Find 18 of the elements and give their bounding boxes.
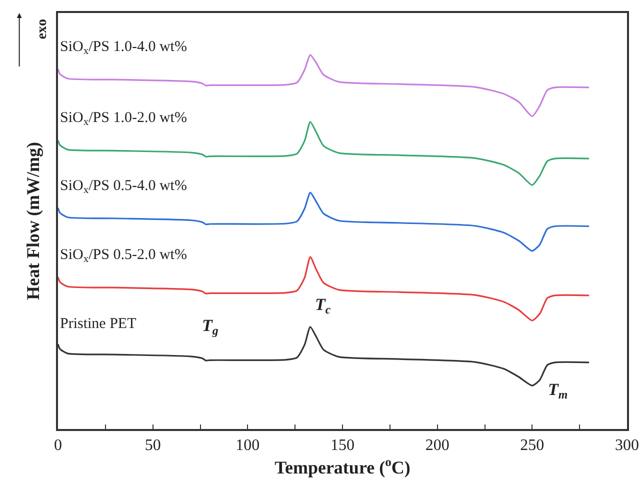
x-tick-label: 50 [144,436,161,454]
series-label: SiO$_{x}$/PS 0.5-2.0 wt% [60,247,187,266]
annotation: T$_{g}$ [202,316,218,338]
text: exo [34,19,50,40]
x-tick-label: 100 [236,436,260,454]
x-axis-title: Temperature ($^{o}$C) [274,454,410,478]
x-tick-label: 200 [425,436,450,454]
annotation: T$_{c}$ [315,295,332,317]
y-axis-title: Heat Flow (mW/mg) [22,142,43,300]
series-label: Pristine PET [60,316,136,332]
x-tick-label: 150 [330,436,354,454]
series-label: SiO$_{x}$/PS 1.0-4.0 wt% [60,39,187,58]
series-label: SiO$_{x}$/PS 1.0-2.0 wt% [60,110,187,128]
series-label: SiO$_{x}$/PS 0.5-4.0 wt% [60,178,187,196]
annotation: T$_{m}$ [548,380,568,402]
x-tick-label: 250 [520,436,544,454]
x-tick-label: 0 [54,436,62,454]
x-tick-label: 300 [615,436,639,454]
